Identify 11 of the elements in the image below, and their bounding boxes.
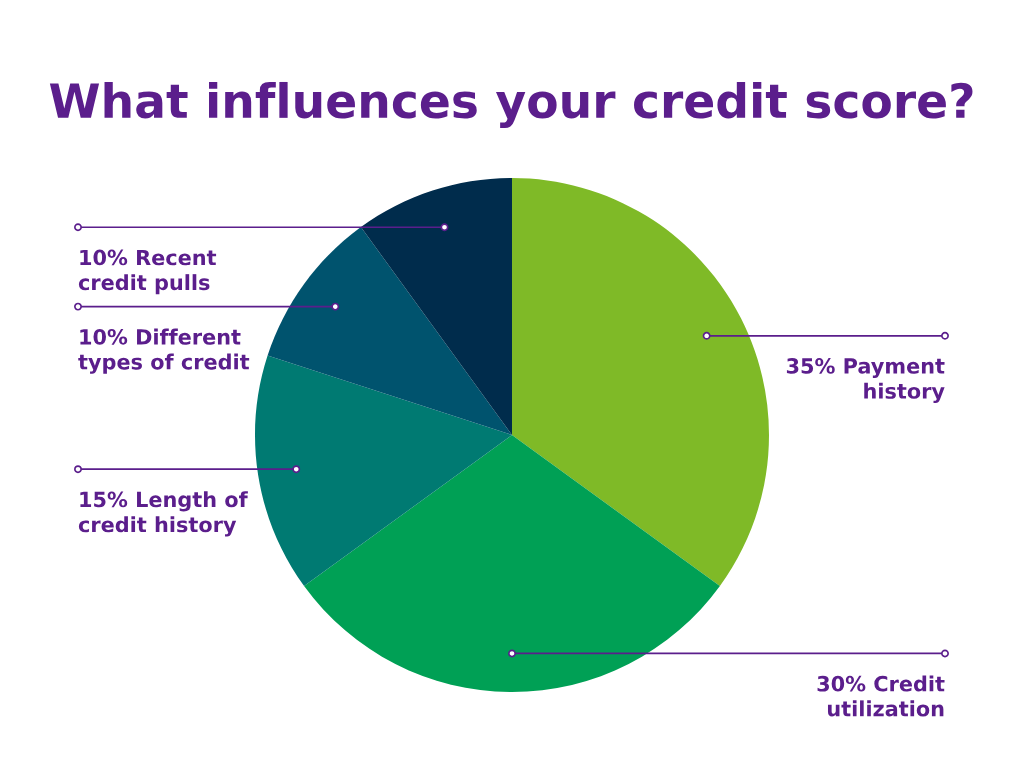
slice-label: 10% Different types of credit: [78, 328, 250, 374]
pie-slice: [360, 178, 512, 435]
pie-slice: [512, 178, 769, 587]
pie-slice: [255, 355, 512, 587]
pie-slice: [267, 227, 512, 435]
slice-label: 35% Payment history: [786, 358, 945, 404]
slice-label: 10% Recent credit pulls: [78, 249, 217, 295]
slice-label: 15% Length of credit history: [78, 491, 248, 537]
slice-label: 30% Credit utilization: [817, 675, 945, 717]
chart-title: What influences your credit score?: [49, 81, 973, 129]
pie-slice: [304, 435, 720, 692]
